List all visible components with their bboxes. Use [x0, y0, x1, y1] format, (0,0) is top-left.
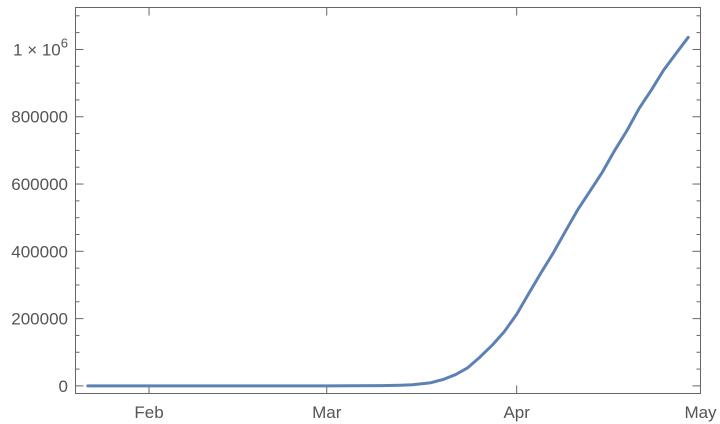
x-axis-tick-labels: Feb Mar Apr May: [134, 403, 717, 422]
y-tick-label-1e6: 1 × 106: [13, 35, 68, 59]
y-tick-label-800000: 800000: [11, 108, 68, 127]
axis-ticks: [75, 7, 701, 394]
y-tick-label-400000: 400000: [11, 242, 68, 261]
x-tick-label-feb: Feb: [134, 403, 163, 422]
y-tick-label-1e6-base: 1 × 10: [13, 40, 61, 59]
x-tick-label-may: May: [684, 403, 717, 422]
x-tick-label-mar: Mar: [312, 403, 342, 422]
y-tick-label-600000: 600000: [11, 175, 68, 194]
plot-frame: [75, 7, 701, 394]
series-line: [86, 35, 690, 388]
y-tick-label-0: 0: [59, 377, 68, 396]
y-tick-label-1e6-exponent: 6: [61, 35, 68, 50]
y-axis-tick-labels: 0 200000 400000 600000 800000 1 × 106: [11, 35, 68, 395]
x-tick-label-apr: Apr: [503, 403, 530, 422]
y-tick-label-200000: 200000: [11, 310, 68, 329]
